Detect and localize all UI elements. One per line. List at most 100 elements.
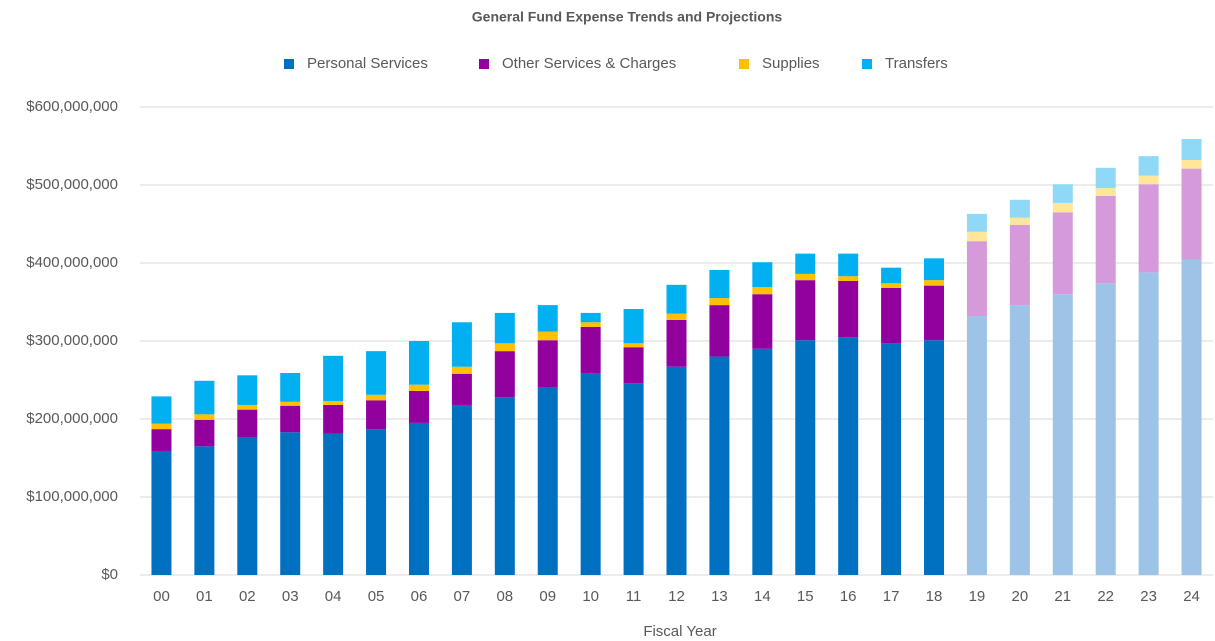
bar-segment xyxy=(237,375,258,405)
legend-label: Supplies xyxy=(762,55,820,72)
x-tick-label: 06 xyxy=(411,588,428,605)
x-tick-label: 22 xyxy=(1097,588,1114,605)
x-tick-label: 21 xyxy=(1054,588,1071,605)
bar-segment xyxy=(451,322,472,367)
bar-segment xyxy=(580,326,601,373)
bar-segment xyxy=(924,340,945,575)
y-tick-label: $400,000,000 xyxy=(26,254,118,271)
bar-segment xyxy=(1138,184,1159,273)
bar-segment xyxy=(280,432,301,575)
bar-segment xyxy=(709,356,730,575)
bar-segment xyxy=(666,313,687,320)
bar-segment xyxy=(709,305,730,357)
x-tick-label: 04 xyxy=(325,588,342,605)
bar-segment xyxy=(623,347,644,384)
bar-segment xyxy=(666,366,687,575)
bar-segment xyxy=(1052,184,1073,203)
bar-segment xyxy=(451,366,472,374)
bar-segment xyxy=(194,419,215,447)
bar-segment xyxy=(1009,217,1030,225)
bar-segment xyxy=(795,253,816,274)
bar-segment xyxy=(838,337,859,575)
bar-segment xyxy=(966,231,987,242)
bar-segment xyxy=(623,383,644,575)
x-tick-label: 01 xyxy=(196,588,213,605)
bar-segment xyxy=(1181,160,1202,169)
bar-segment xyxy=(1095,283,1116,575)
x-tick-label: 19 xyxy=(969,588,986,605)
bar-segment xyxy=(966,213,987,232)
bar-segment xyxy=(1095,195,1116,284)
x-tick-label: 13 xyxy=(711,588,728,605)
bar-segment xyxy=(1052,294,1073,575)
legend-swatch xyxy=(862,59,872,69)
bar-segment xyxy=(451,404,472,575)
bar-segment xyxy=(537,340,558,388)
bar-segment xyxy=(924,285,945,341)
bar-segment xyxy=(580,322,601,327)
bar-segment xyxy=(1095,188,1116,196)
x-tick-label: 10 xyxy=(582,588,599,605)
bar-segment xyxy=(666,284,687,314)
bar-segment xyxy=(580,372,601,575)
x-tick-label: 18 xyxy=(926,588,943,605)
legend-label: Personal Services xyxy=(307,55,428,72)
legend-swatch xyxy=(284,59,294,69)
bar-segment xyxy=(666,319,687,367)
bar-segment xyxy=(623,343,644,348)
bar-segment xyxy=(838,276,859,281)
bar-segment xyxy=(323,355,344,402)
x-tick-label: 14 xyxy=(754,588,771,605)
x-tick-label: 15 xyxy=(797,588,814,605)
y-tick-label: $300,000,000 xyxy=(26,332,118,349)
bar-segment xyxy=(151,450,172,575)
x-tick-label: 08 xyxy=(496,588,513,605)
bar-segment xyxy=(924,280,945,286)
bar-segment xyxy=(408,422,429,575)
bar-segment xyxy=(1095,167,1116,189)
bar-segment xyxy=(1052,212,1073,295)
x-tick-label: 02 xyxy=(239,588,256,605)
bar-segment xyxy=(451,373,472,405)
bar-segment xyxy=(151,429,172,451)
y-tick-label: $100,000,000 xyxy=(26,488,118,505)
bar-segment xyxy=(881,267,902,284)
bar-segment xyxy=(966,241,987,317)
bar-segment xyxy=(494,312,515,344)
bar-segment xyxy=(366,429,387,575)
x-tick-label: 05 xyxy=(368,588,385,605)
bar-segment xyxy=(194,414,215,420)
y-tick-label: $500,000,000 xyxy=(26,176,118,193)
bar-segment xyxy=(494,343,515,352)
bar-segment xyxy=(366,394,387,401)
bar-segment xyxy=(1138,175,1159,185)
bar-segment xyxy=(1181,168,1202,260)
bar-segment xyxy=(966,316,987,575)
bar-segment xyxy=(280,372,301,402)
bar-segment xyxy=(881,343,902,575)
x-axis-title: Fiscal Year xyxy=(643,623,716,640)
bar-segment xyxy=(366,351,387,395)
bar-segment xyxy=(838,253,859,277)
bar-segment xyxy=(237,404,258,410)
bar-segment xyxy=(709,270,730,299)
y-tick-label: $200,000,000 xyxy=(26,410,118,427)
bar-segment xyxy=(1181,138,1202,161)
bar-segment xyxy=(1009,199,1030,218)
x-tick-label: 03 xyxy=(282,588,299,605)
bar-segment xyxy=(237,409,258,438)
bar-segment xyxy=(1138,272,1159,575)
bar-segment xyxy=(366,400,387,430)
bar-segment xyxy=(1009,224,1030,306)
x-tick-label: 16 xyxy=(840,588,857,605)
x-tick-label: 24 xyxy=(1183,588,1200,605)
bar-segment xyxy=(194,380,215,415)
x-tick-label: 09 xyxy=(539,588,556,605)
bar-segment xyxy=(1009,305,1030,575)
bar-segment xyxy=(151,423,172,430)
bar-segment xyxy=(752,294,773,349)
bar-segment xyxy=(1138,156,1159,176)
bar-segment xyxy=(881,287,902,344)
bar-segment xyxy=(323,433,344,575)
bar-segment xyxy=(323,404,344,434)
